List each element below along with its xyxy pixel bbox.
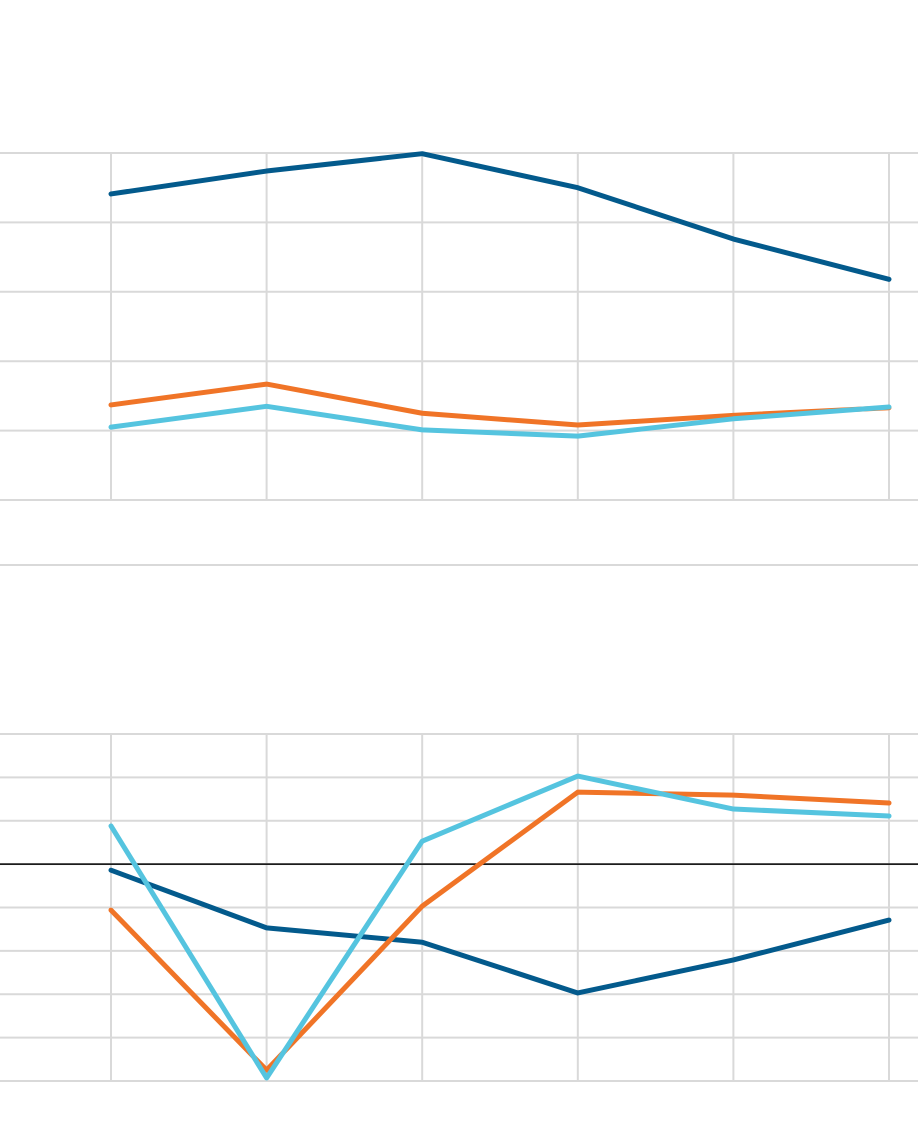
series-line	[108, 403, 892, 439]
series-line	[108, 867, 892, 996]
series-line	[108, 789, 892, 1073]
series-line	[108, 381, 892, 428]
series-line	[108, 151, 892, 282]
series-line	[108, 773, 892, 1081]
